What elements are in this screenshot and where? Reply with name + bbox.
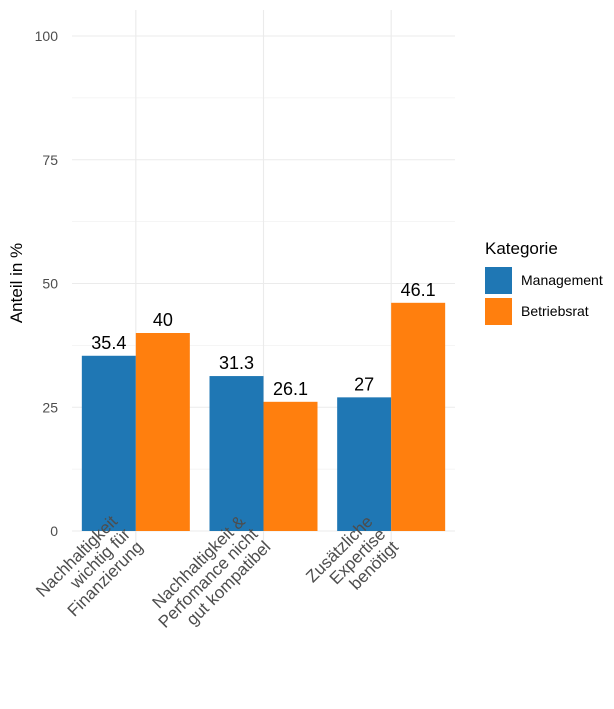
y-tick-label: 75 (42, 152, 58, 168)
bar-betriebsrat-3 (391, 302, 446, 531)
bar-management-2 (209, 376, 264, 531)
legend-label-management: Management (521, 272, 603, 288)
data-label: 27 (354, 374, 374, 394)
bar-betriebsrat-2 (263, 401, 318, 531)
data-label: 26.1 (273, 379, 308, 399)
y-tick-label: 100 (35, 28, 59, 44)
legend: Kategorie Management Betriebsrat (485, 239, 603, 325)
bar-betriebsrat-1 (135, 333, 190, 531)
data-label: 31.3 (219, 353, 254, 373)
y-axis-title: Anteil in % (7, 243, 26, 323)
data-label: 35.4 (91, 333, 126, 353)
data-labels: 35.4 31.3 27 40 26.1 46.1 (91, 280, 435, 399)
y-tick-label: 25 (42, 399, 58, 415)
x-axis-ticks: Nachhaltigkeitwichtig fürFinanzierung Nac… (32, 511, 402, 631)
data-label: 46.1 (401, 280, 436, 300)
bars (81, 302, 446, 531)
data-label: 40 (153, 310, 173, 330)
legend-swatch-betriebsrat (485, 298, 512, 325)
legend-label-betriebsrat: Betriebsrat (521, 303, 589, 319)
legend-title: Kategorie (485, 239, 558, 258)
y-axis-ticks: 0 25 50 75 100 (35, 28, 59, 539)
y-tick-label: 0 (50, 523, 58, 539)
legend-swatch-management (485, 267, 512, 294)
y-tick-label: 50 (42, 276, 58, 292)
bar-management-3 (337, 397, 392, 531)
bar-management-1 (81, 355, 136, 531)
